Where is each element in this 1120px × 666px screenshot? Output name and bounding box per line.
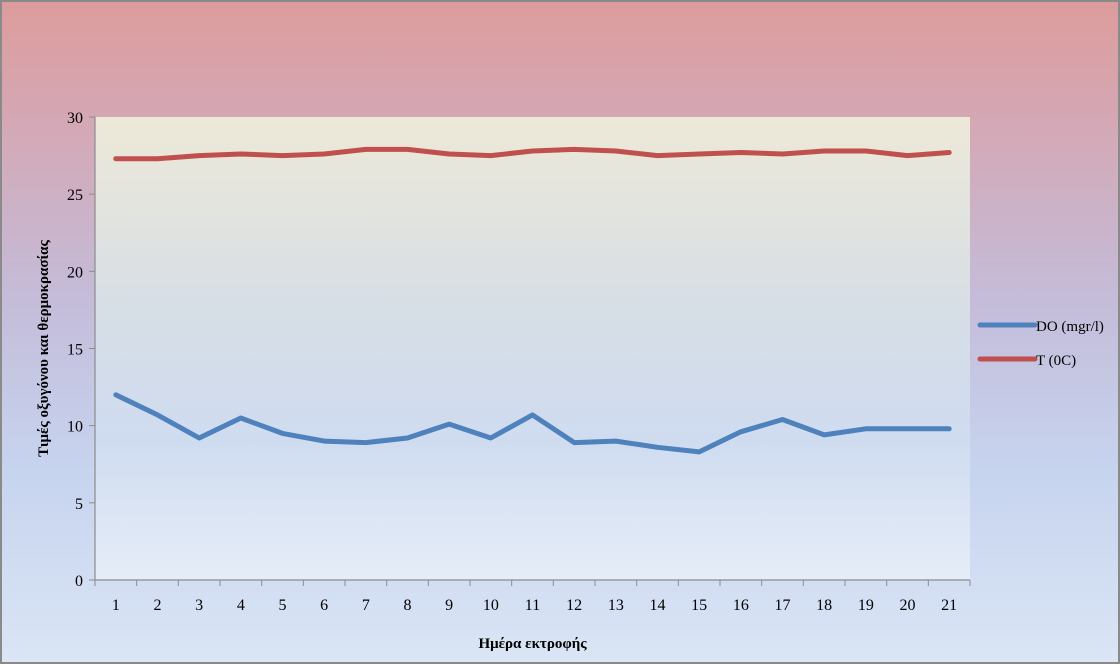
x-tick-label: 18 bbox=[816, 597, 832, 614]
legend-label-do: DO (mgr/l) bbox=[1036, 319, 1104, 335]
y-tick-label: 20 bbox=[67, 264, 83, 281]
y-axis-title: Τιμές οξυγόνου και θερμοκρασίας bbox=[36, 239, 52, 456]
x-tick-label: 2 bbox=[154, 597, 162, 614]
legend-label-temperature: T (0C) bbox=[1036, 353, 1076, 369]
x-tick-label: 7 bbox=[362, 597, 370, 614]
y-tick-label: 30 bbox=[67, 110, 83, 127]
series-layer bbox=[113, 146, 952, 455]
legend: DO (mgr/l) T (0C) bbox=[977, 319, 1104, 369]
x-tick-label: 9 bbox=[445, 597, 453, 614]
x-tick-labels: 1 2 3 4 5 6 7 8 9 10 11 12 13 14 15 16 17 18 19 20 21 bbox=[112, 597, 957, 614]
y-tick-label: 15 bbox=[67, 342, 83, 359]
x-tick-label: 19 bbox=[858, 597, 874, 614]
series-line-do bbox=[113, 392, 952, 455]
x-tick-label: 4 bbox=[237, 597, 245, 614]
x-axis-title: Ημέρα εκτροφής bbox=[478, 636, 587, 652]
x-tick-label: 15 bbox=[691, 597, 707, 614]
x-tick-label: 21 bbox=[941, 597, 957, 614]
x-tick-label: 14 bbox=[650, 597, 666, 614]
x-tick-label: 16 bbox=[733, 597, 749, 614]
x-tick-label: 12 bbox=[566, 597, 582, 614]
y-tick-label: 5 bbox=[75, 496, 83, 513]
y-tick-label: 10 bbox=[67, 419, 83, 436]
series-line-temperature bbox=[113, 146, 952, 162]
axes bbox=[89, 116, 971, 586]
x-tick-label: 10 bbox=[483, 597, 499, 614]
plot-area bbox=[95, 117, 970, 580]
x-tick-label: 5 bbox=[279, 597, 287, 614]
x-tick-label: 13 bbox=[608, 597, 624, 614]
x-tick-label: 11 bbox=[525, 597, 540, 614]
x-tick-label: 3 bbox=[195, 597, 203, 614]
x-tick-label: 8 bbox=[404, 597, 412, 614]
x-tick-label: 20 bbox=[900, 597, 916, 614]
y-tick-label: 25 bbox=[67, 187, 83, 204]
y-tick-label: 0 bbox=[75, 573, 83, 590]
x-tick-label: 1 bbox=[112, 597, 120, 614]
x-tick-label: 6 bbox=[320, 597, 328, 614]
y-tick-labels: 0 5 10 15 20 25 30 bbox=[67, 110, 83, 590]
x-tick-label: 17 bbox=[775, 597, 791, 614]
